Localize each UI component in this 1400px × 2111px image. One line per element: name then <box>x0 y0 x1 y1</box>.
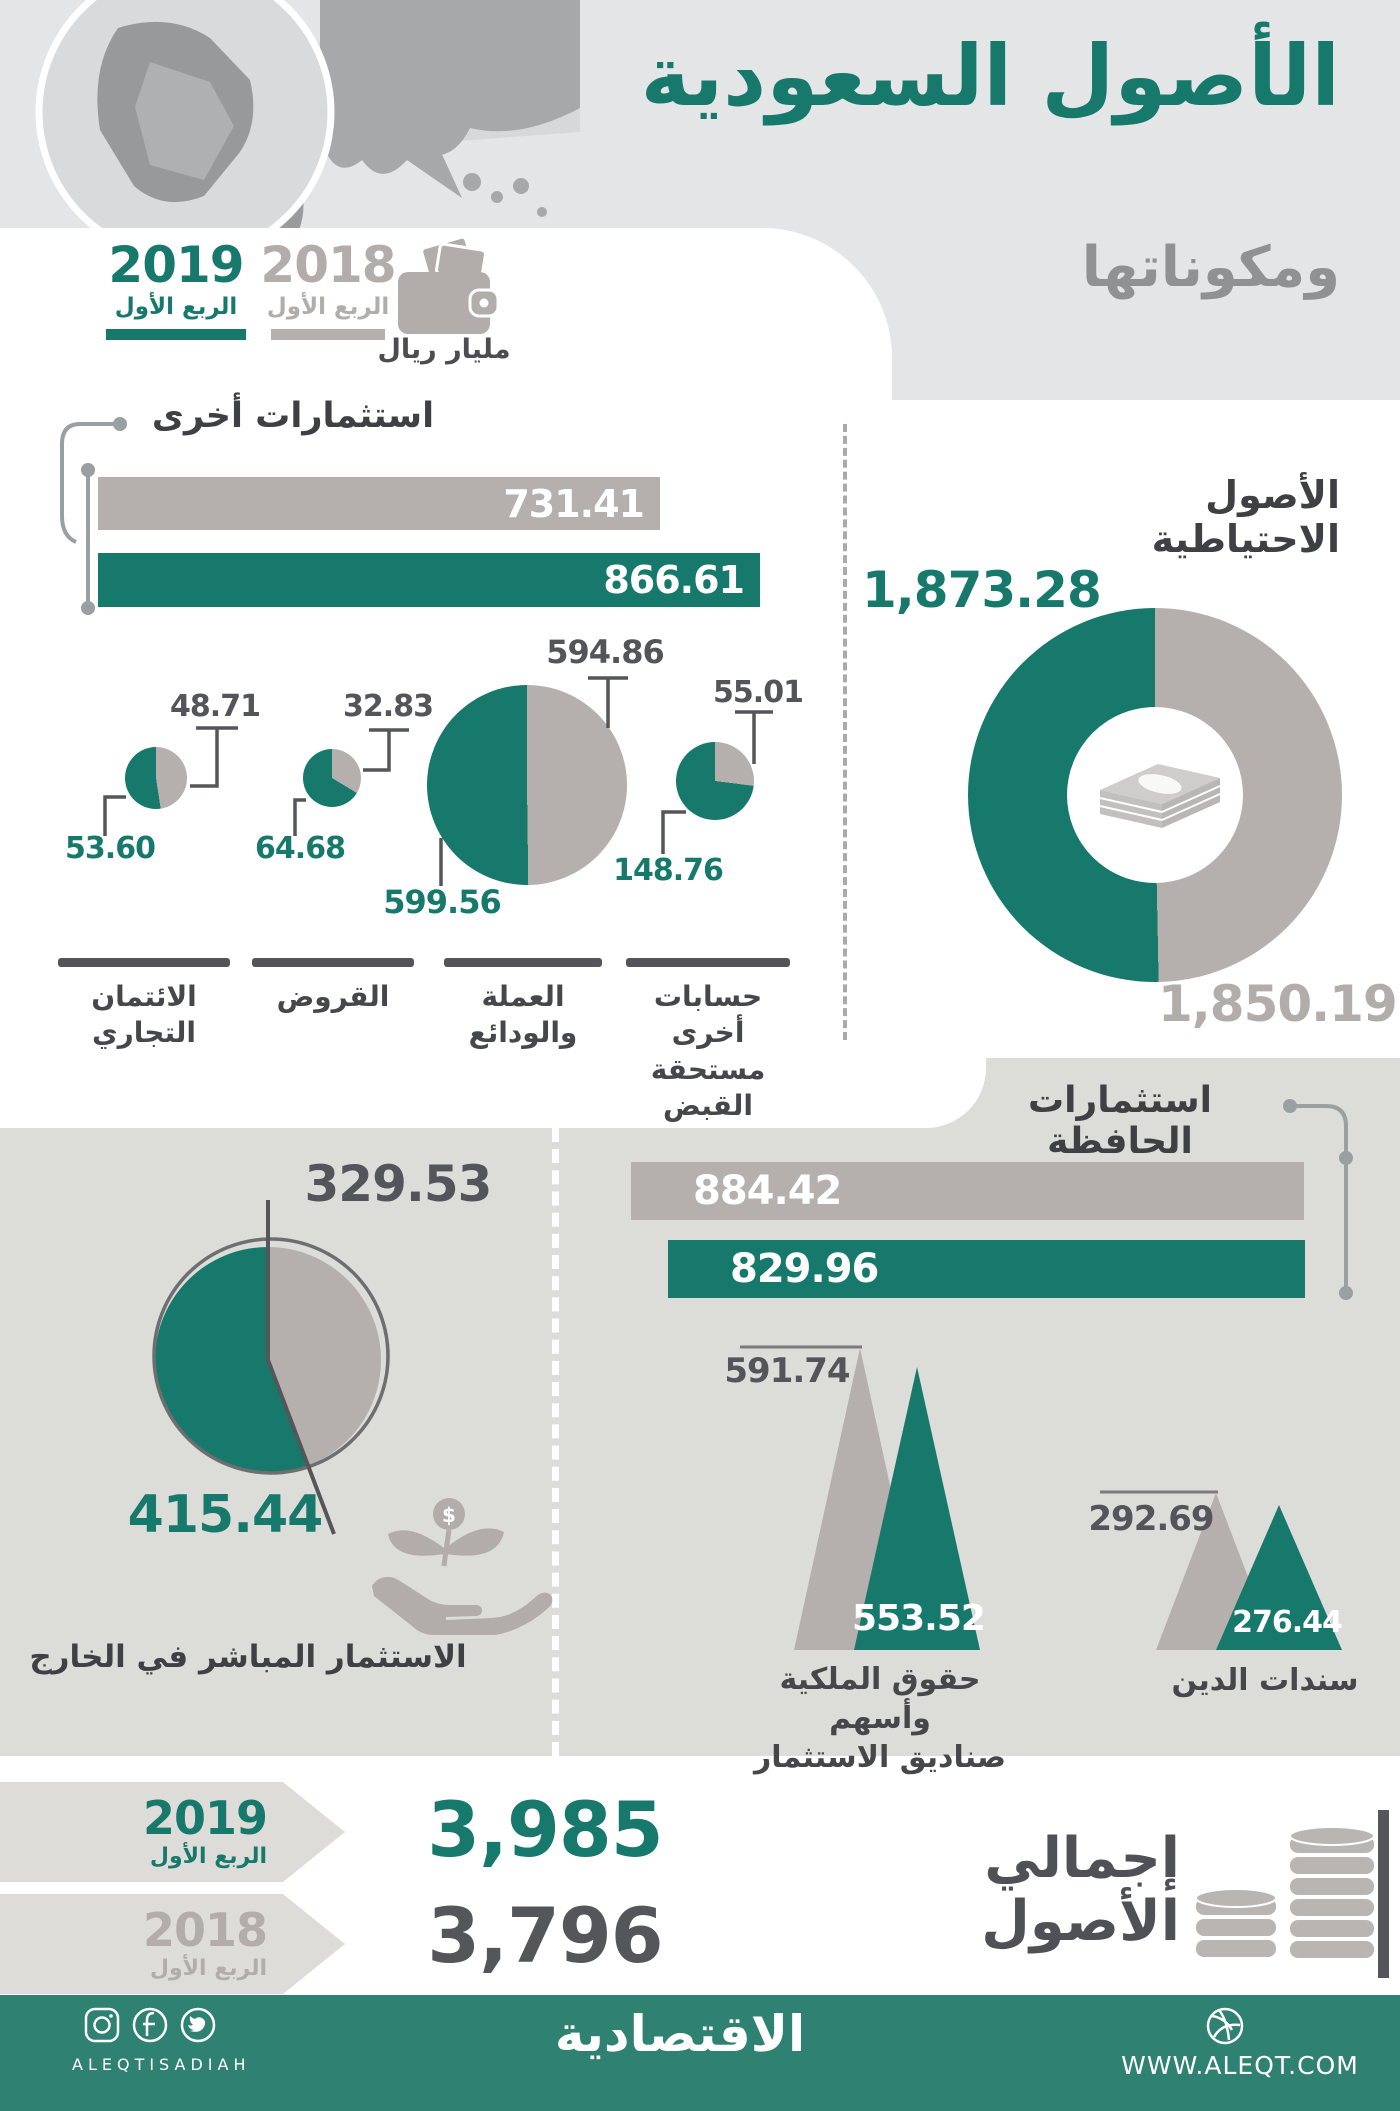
page-subtitle: ومكوناتها <box>1081 235 1340 300</box>
loans-2018-value: 32.83 <box>343 689 434 724</box>
other-bar-2018: 731.41 <box>98 477 660 530</box>
footer-brand-en: ALEQTISADIAH <box>72 2055 251 2074</box>
panel-divider-dashed <box>552 1128 559 1756</box>
category-trade-credit: الائتمان التجاري <box>58 958 230 1052</box>
totals-ribbon-2018: 2018 الربع الأول <box>0 1894 345 1994</box>
totals-ribbon-2019: 2019 الربع الأول <box>0 1782 345 1882</box>
ribbon-2018-quarter: الربع الأول <box>149 1956 267 1981</box>
category-currency-deposits: العملة والودائع <box>444 958 602 1052</box>
pie-direct-investment <box>155 1247 381 1473</box>
currency-2018-value: 594.86 <box>546 633 664 671</box>
reserve-2018-value: 1,850.19 <box>1158 975 1398 1033</box>
legend-2019-swatch <box>106 329 246 340</box>
portfolio-panel-notch <box>562 1058 986 1128</box>
portfolio-bar-2019: 829.96 <box>668 1240 1305 1298</box>
equity-2019-value: 553.52 <box>852 1598 986 1639</box>
loans-2019-value: 64.68 <box>255 831 346 866</box>
total-assets-label: إجمالي الأصول <box>981 1826 1180 1954</box>
footer <box>0 1995 1400 2111</box>
category-receivables: حسابات أخرى مستحقة القبض <box>626 958 790 1125</box>
equity-label: حقوق الملكية وأسهم صناديق الاستثمار <box>754 1662 1006 1775</box>
debt-2019-value: 276.44 <box>1232 1605 1343 1640</box>
portfolio-bar-2018-value: 884.42 <box>693 1168 842 1214</box>
pie-currency-deposits <box>427 685 627 885</box>
category-rule <box>252 958 414 967</box>
category-label: الائتمان التجاري <box>91 980 197 1050</box>
portfolio-bar-2018: 884.42 <box>631 1162 1304 1220</box>
portfolio-bar-2019-value: 829.96 <box>730 1246 879 1292</box>
section-divider-dotted <box>843 424 847 1040</box>
totals-accent-bar <box>1378 1810 1389 1978</box>
footer-logo: الاقتصادية <box>554 2005 806 2063</box>
direct-2019-value: 415.44 <box>127 1485 324 1545</box>
total-2018-value: 3,796 <box>427 1891 663 1980</box>
currency-2019-value: 599.56 <box>383 883 501 921</box>
donut-reserve-assets <box>968 608 1342 982</box>
pie-loans <box>303 749 361 807</box>
ribbon-2019-quarter: الربع الأول <box>149 1844 267 1869</box>
footer-url[interactable]: WWW.ALEQT.COM <box>1121 2051 1359 2080</box>
category-label: العملة والودائع <box>468 980 578 1050</box>
legend-2018-swatch <box>271 329 385 340</box>
pie-receivables <box>676 742 754 820</box>
category-rule <box>58 958 230 967</box>
direct-2018-value: 329.53 <box>304 1155 493 1213</box>
total-2019-value: 3,985 <box>427 1785 663 1874</box>
reserve-assets-title: الأصول الاحتياطية <box>1151 473 1340 561</box>
legend-2018: 2018 الربع الأول <box>254 240 402 340</box>
category-loans: القروض <box>252 958 414 1015</box>
other-bar-2018-value: 731.41 <box>503 481 645 526</box>
direct-investment-title: الاستثمار المباشر في الخارج <box>29 1639 467 1675</box>
receivables-2019-value: 148.76 <box>613 853 724 888</box>
ribbon-2018-year: 2018 <box>142 1903 268 1957</box>
category-rule <box>444 958 602 967</box>
reserve-2019-value: 1,873.28 <box>862 561 1102 619</box>
debt-label: سندات الدين <box>1171 1663 1359 1698</box>
unit-label: مليار ريال <box>377 334 511 365</box>
debt-2018-value: 292.69 <box>1088 1499 1214 1539</box>
page-title: الأصول السعودية <box>640 27 1341 125</box>
ribbon-2019-year: 2019 <box>142 1791 268 1845</box>
category-rule <box>626 958 790 967</box>
trade-credit-2019-value: 53.60 <box>65 831 156 866</box>
category-label: القروض <box>276 980 390 1013</box>
legend-2018-year: 2018 <box>260 236 396 294</box>
donut-hole <box>1067 707 1243 883</box>
equity-2018-value: 591.74 <box>724 1351 850 1391</box>
other-investments-title: استثمارات أخرى <box>151 396 435 436</box>
other-bar-2019-value: 866.61 <box>603 558 745 602</box>
portfolio-title: استثمارات الحافظة <box>1027 1080 1213 1163</box>
legend-2019-year: 2019 <box>108 236 244 294</box>
trade-credit-2018-value: 48.71 <box>170 689 261 724</box>
legend-2019-quarter: الربع الأول <box>114 294 238 320</box>
legend-2018-quarter: الربع الأول <box>266 294 390 320</box>
legend-2019: 2019 الربع الأول <box>96 240 256 340</box>
coin-stacks-icon <box>1195 1826 1375 1958</box>
world-map <box>35 0 580 286</box>
pie-trade-credit <box>125 747 187 809</box>
category-label: حسابات أخرى مستحقة القبض <box>650 980 766 1123</box>
receivables-2018-value: 55.01 <box>713 675 804 710</box>
other-bar-2019: 866.61 <box>98 553 760 607</box>
